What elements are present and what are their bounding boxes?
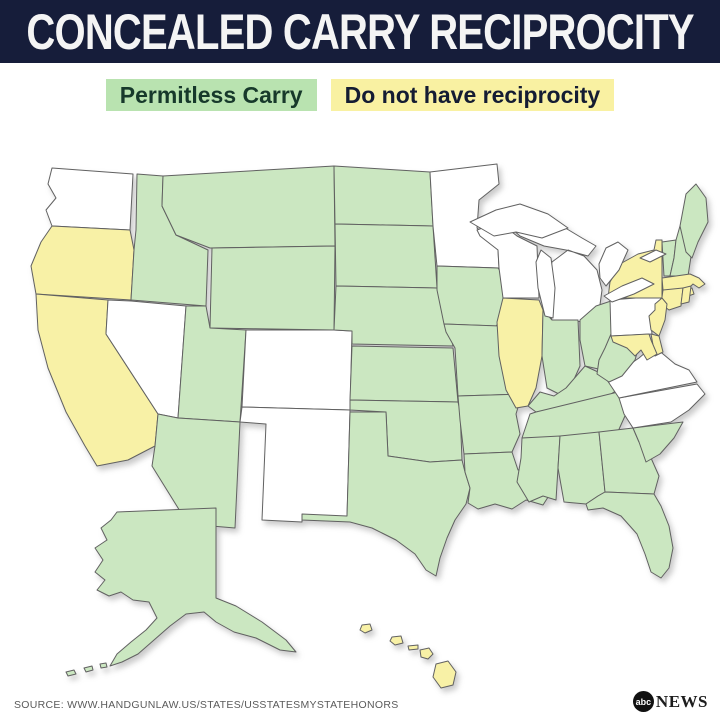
state-hi-kauai <box>359 623 373 634</box>
header-bar: CONCEALED CARRY RECIPROCITY <box>0 0 720 63</box>
legend: Permitless Carry Do not have reciprocity <box>0 79 720 111</box>
state-hi-molokai <box>407 644 419 651</box>
lake-erie <box>603 277 655 303</box>
source-attribution: SOURCE: WWW.HANDGUNLAW.US/STATES/USSTATE… <box>14 699 399 711</box>
state-md <box>610 333 658 361</box>
state-ak <box>94 507 297 667</box>
state-tx <box>301 411 471 577</box>
lake-huron <box>598 241 629 287</box>
state-hi-big-island <box>432 660 457 689</box>
great-lakes <box>469 203 667 319</box>
state-ia <box>436 265 509 327</box>
state-az <box>151 413 241 529</box>
state-ri <box>680 285 692 305</box>
state-hi-oahu <box>389 635 404 646</box>
abc-news-logo: abc NEWS <box>632 691 708 712</box>
state-hi-maui <box>419 647 434 660</box>
state-co <box>241 329 353 411</box>
state-ar <box>457 393 523 455</box>
state-sc <box>632 421 684 463</box>
state-ks <box>349 345 459 403</box>
state-mt <box>161 165 336 249</box>
state-al <box>557 431 606 505</box>
state-ak-aleutians <box>65 662 108 677</box>
lake-ontario <box>639 249 667 263</box>
abc-logo-circle: abc <box>632 691 654 712</box>
lake-superior <box>469 203 569 239</box>
state-nc <box>618 383 706 429</box>
lake-michigan <box>535 249 556 319</box>
state-me <box>679 183 709 259</box>
state-ne <box>333 285 454 347</box>
state-ms <box>516 435 561 503</box>
state-nm <box>239 406 351 523</box>
legend-no-reciprocity: Do not have reciprocity <box>330 79 615 111</box>
page-title: CONCEALED CARRY RECIPROCITY <box>26 3 694 60</box>
state-shapes <box>30 163 709 689</box>
state-wy <box>209 245 336 331</box>
legend-permitless-carry: Permitless Carry <box>105 79 317 111</box>
abc-news-wordmark: NEWS <box>655 691 708 711</box>
state-wa <box>45 167 134 231</box>
state-sd <box>334 223 438 289</box>
state-nd <box>333 165 434 227</box>
state-fl <box>585 491 674 579</box>
state-or <box>30 225 135 301</box>
